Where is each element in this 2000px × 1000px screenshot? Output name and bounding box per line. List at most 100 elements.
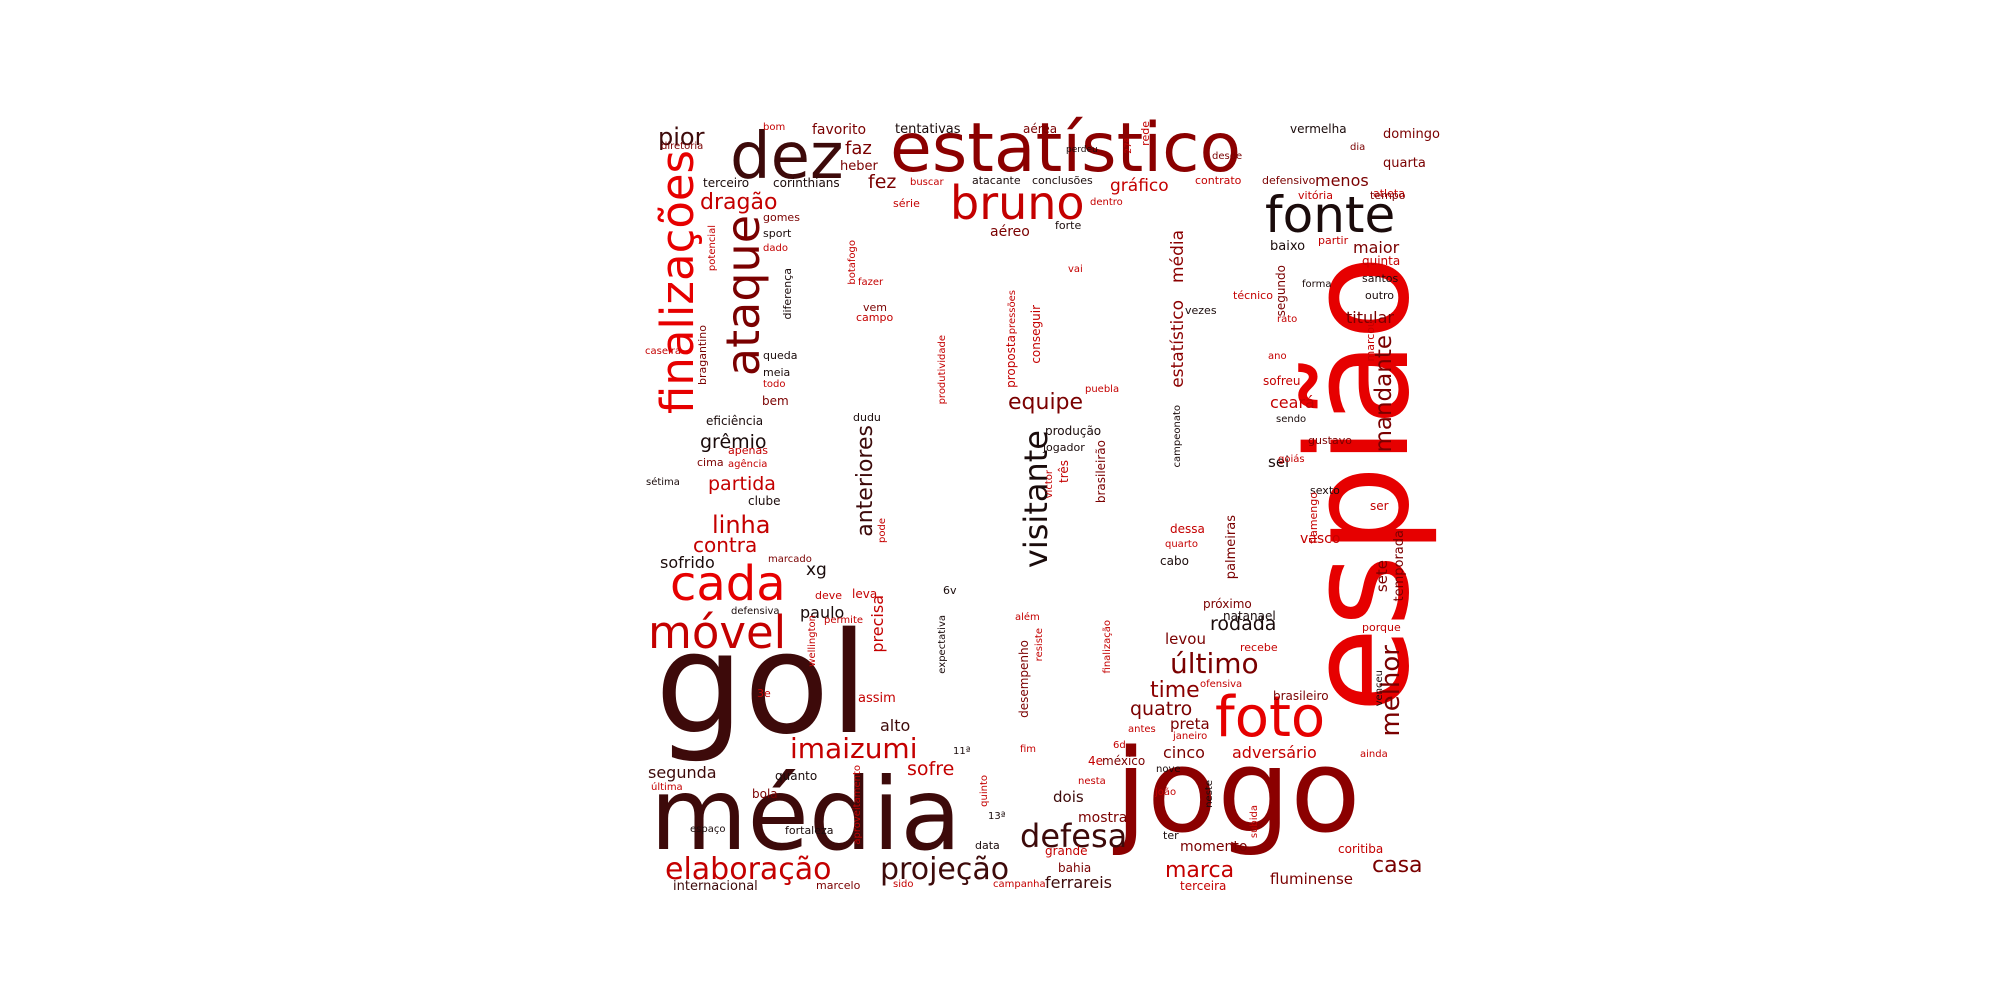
word-cloud-word: internacional <box>673 879 758 894</box>
word-cloud-word: fluminense <box>1270 870 1354 888</box>
word-cloud-word: caseira <box>645 346 682 357</box>
word-cloud-word: sofreu <box>1263 374 1301 388</box>
word-cloud-word: três <box>1057 460 1071 484</box>
word-cloud-word: ainda <box>1360 749 1388 760</box>
word-cloud-word: dragão <box>700 190 778 215</box>
word-cloud-word: quanto <box>775 769 818 783</box>
word-cloud-word: natanael <box>1223 609 1276 623</box>
word-cloud-word: série <box>893 197 920 210</box>
word-cloud-word: finalização <box>1102 620 1113 674</box>
word-cloud-word: neste <box>1204 780 1215 808</box>
word-cloud-word: nesta <box>1078 776 1106 787</box>
word-cloud-word: sido <box>893 879 914 890</box>
word-cloud-word: segundo <box>1274 265 1288 317</box>
word-cloud-word: anteriores <box>853 425 878 537</box>
word-cloud-word: linha <box>712 511 771 539</box>
word-cloud-word: janeiro <box>1173 731 1208 742</box>
word-cloud-word: campo <box>856 311 894 324</box>
word-cloud-word: vasco <box>1300 531 1341 547</box>
word-cloud-word: wellington <box>807 615 818 667</box>
word-cloud-word: diretoria <box>661 141 704 152</box>
word-cloud-word: quarto <box>1165 539 1198 550</box>
word-cloud-word: levou <box>1165 630 1206 648</box>
word-cloud-word: fortaleza <box>785 824 834 837</box>
word-cloud-word: 6d <box>1113 740 1126 751</box>
word-cloud-word: imaizumi <box>790 732 918 765</box>
word-cloud-word: proposta <box>1004 335 1018 388</box>
word-cloud-word: ataque <box>716 215 770 377</box>
word-cloud-word: defensiva <box>731 606 780 617</box>
word-cloud-word: fez <box>868 171 897 193</box>
word-cloud-word: queda <box>763 349 798 362</box>
word-cloud-word: tempo <box>1370 189 1406 202</box>
word-cloud-word: técnico <box>1233 289 1273 302</box>
word-cloud-word: 11ª <box>953 746 971 757</box>
word-cloud-word: elaboração <box>665 852 832 887</box>
word-cloud-word: dia <box>1350 142 1366 153</box>
word-cloud-word: gráfico <box>1110 176 1169 196</box>
word-cloud-word: meia <box>763 366 791 379</box>
word-cloud-word: terceiro <box>703 176 750 190</box>
word-cloud-word: sofrido <box>660 553 715 572</box>
word-cloud-word: adversário <box>1232 743 1317 762</box>
word-cloud-word: marca <box>1165 858 1235 883</box>
word-cloud-word: resiste <box>1034 628 1045 662</box>
word-cloud-word: marcou <box>1364 320 1377 362</box>
word-cloud-word: móvel <box>648 606 787 659</box>
word-cloud-word: bom <box>763 122 786 133</box>
word-cloud-word: média <box>650 756 962 873</box>
word-cloud-word: buscar <box>910 177 944 188</box>
word-cloud-word: victor <box>1044 470 1055 499</box>
word-cloud-word: recebe <box>1240 641 1278 654</box>
word-cloud-word: sendo <box>1276 414 1307 425</box>
word-cloud-word: marcelo <box>816 879 861 892</box>
word-cloud-word: grêmio <box>700 431 767 453</box>
word-cloud-word: assim <box>858 691 896 706</box>
word-cloud-word: média <box>1168 230 1188 283</box>
word-cloud-word: cima <box>697 456 724 469</box>
word-cloud-word: agência <box>728 459 768 470</box>
word-cloud-word: maior <box>1353 238 1400 257</box>
word-cloud-word: leva <box>852 587 878 601</box>
word-cloud-word: contra <box>693 533 758 557</box>
word-cloud-word: temporada <box>1392 530 1407 602</box>
word-cloud-word: outro <box>1365 289 1395 302</box>
word-cloud-word: contrato <box>1195 174 1242 187</box>
word-cloud-word: projeção <box>880 852 1010 887</box>
word-cloud-word: jogador <box>1043 441 1085 454</box>
word-cloud-word: aérea <box>1023 122 1058 136</box>
word-cloud-word: cinco <box>1163 743 1205 762</box>
word-cloud-word: bruno <box>950 176 1085 230</box>
word-cloud-word: ferrareis <box>1045 873 1113 892</box>
word-cloud-word: sofre <box>907 758 955 780</box>
word-cloud-word: atleta <box>1373 187 1405 200</box>
word-cloud-word: campanha <box>993 879 1046 890</box>
word-cloud-word: data <box>975 839 1000 852</box>
word-cloud-word: campeonato <box>1172 405 1183 468</box>
word-cloud-word: ano <box>1268 351 1287 362</box>
word-cloud-word: foto <box>1215 685 1326 750</box>
word-cloud-word: quinto <box>979 775 990 807</box>
word-cloud-word: gol <box>655 603 869 766</box>
word-cloud-word: faz <box>845 138 872 159</box>
word-cloud-word: desde <box>1212 151 1243 162</box>
word-cloud-word: potencial <box>707 225 718 272</box>
word-cloud-word: ofensiva <box>1200 679 1243 690</box>
word-cloud-word: 6v <box>943 584 957 597</box>
word-cloud-word: time <box>1150 678 1200 703</box>
word-cloud-word: sete <box>1373 560 1391 593</box>
word-cloud-word: jogo <box>1115 725 1361 859</box>
word-cloud-word: expectativa <box>937 615 948 674</box>
word-cloud-word: rato <box>1277 314 1298 325</box>
word-cloud-word: méxico <box>1102 754 1146 768</box>
word-cloud-word: 27ª <box>1124 138 1134 154</box>
word-cloud-word: finalizações <box>651 150 704 415</box>
word-cloud-word: aproveitamento <box>852 765 863 845</box>
word-cloud-word: goiás <box>1278 454 1305 465</box>
word-cloud-word: dado <box>763 243 788 254</box>
word-cloud-word: venceu <box>1374 670 1385 707</box>
word-cloud-word: mostra <box>1078 810 1128 826</box>
word-cloud-word: pode <box>877 518 888 543</box>
word-cloud-word: menos <box>1315 171 1369 190</box>
